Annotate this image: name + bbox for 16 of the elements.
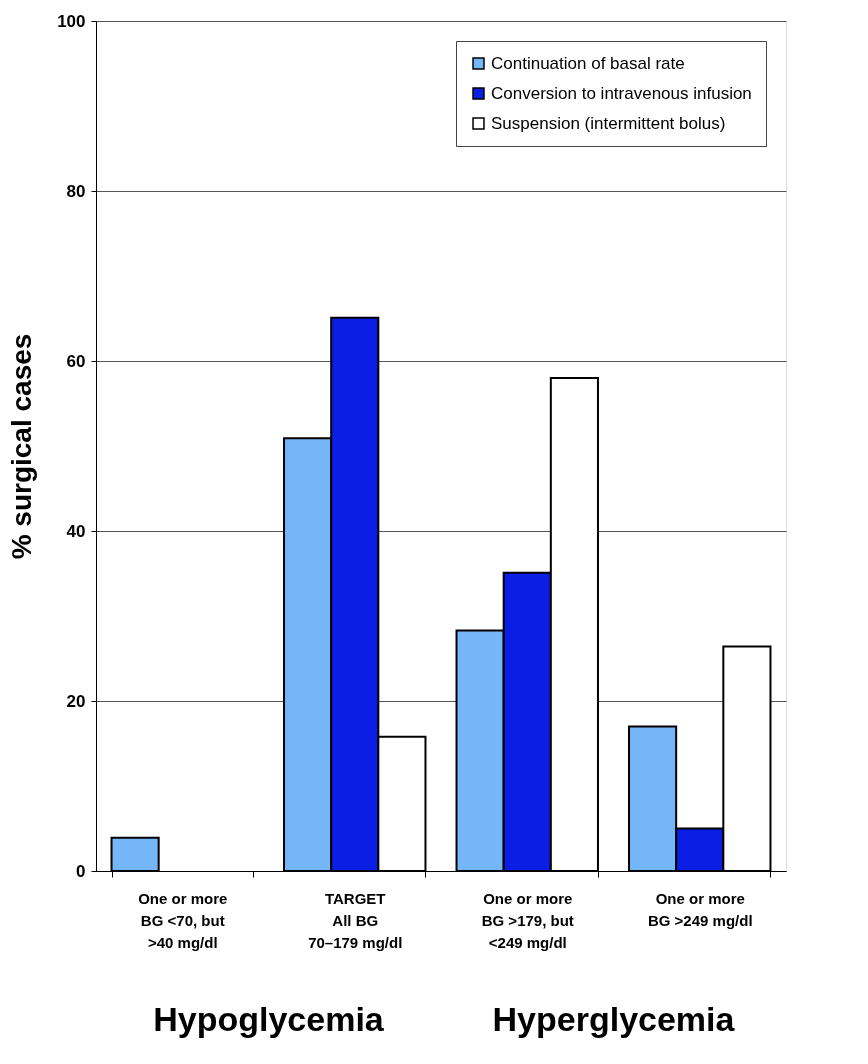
text: Hyperglycemia xyxy=(492,1000,736,1038)
x-tick-label: One or more BG >249 mg/dl xyxy=(647,889,753,929)
legend-label: Conversion to intravenous infusion xyxy=(491,83,752,103)
y-tick-label: 20 xyxy=(66,691,86,711)
y-tick-label: 100 xyxy=(57,11,86,31)
y-tick-label: 60 xyxy=(66,351,86,371)
y-tick-label: 0 xyxy=(76,861,86,881)
x-tick-label: One or more BG <70, but >40 mg/dl xyxy=(138,889,228,951)
y-tick-label: 40 xyxy=(66,521,86,541)
legend-label: Continuation of basal rate xyxy=(491,53,685,73)
y-tick-label: 80 xyxy=(66,181,86,201)
y-axis-title: % surgical cases xyxy=(6,333,38,560)
legend-label: Suspension (intermittent bolus) xyxy=(491,113,726,133)
x-tick-label: One or more BG >179, but <249 mg/dl xyxy=(481,889,574,951)
text: Hypoglycemia xyxy=(153,1000,385,1038)
x-tick-label: TARGET All BG 70–179 mg/dl xyxy=(308,889,403,951)
